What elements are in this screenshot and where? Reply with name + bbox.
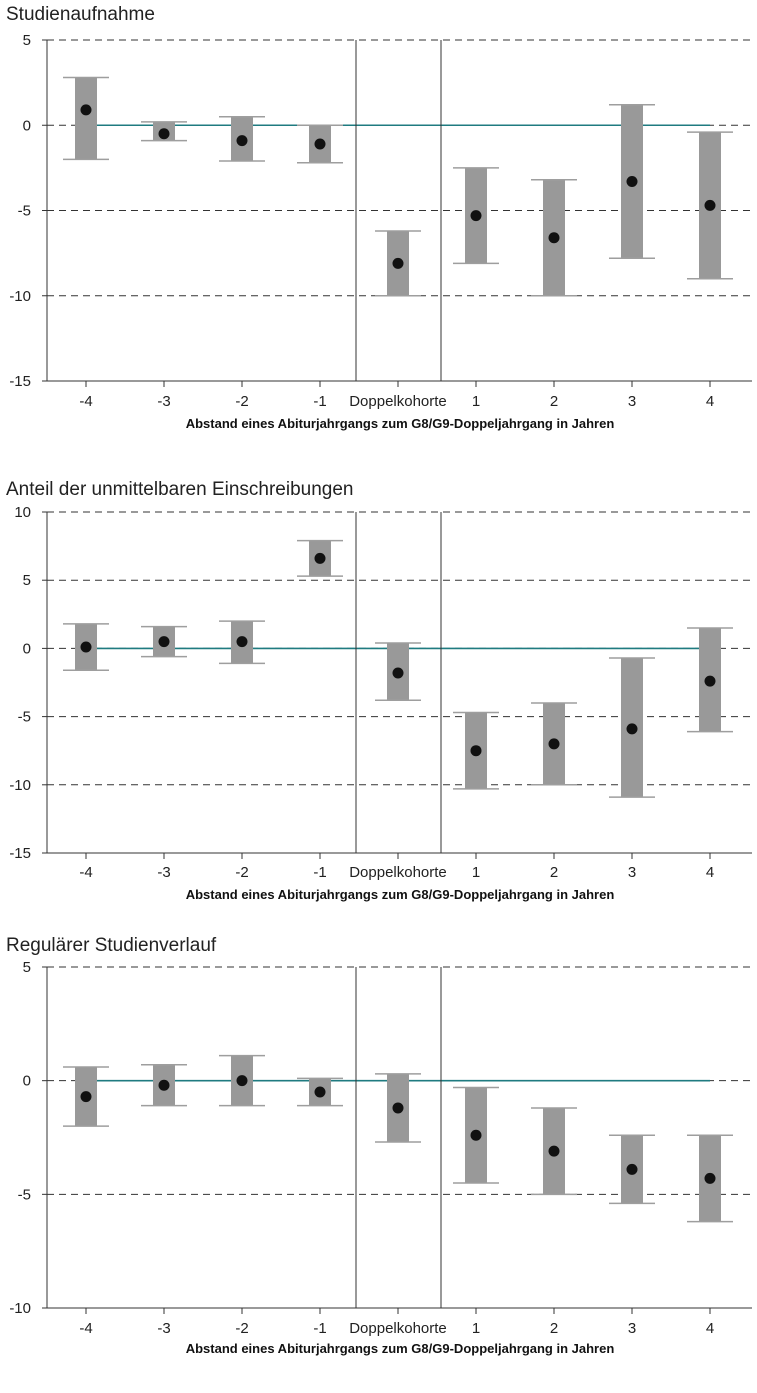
x-tick-label: -2 (235, 393, 248, 410)
point-estimate (548, 738, 560, 750)
x-tick-label: 2 (550, 1320, 558, 1337)
point-estimate (548, 232, 560, 244)
x-tick-label: -2 (235, 1320, 248, 1337)
x-tick-label: -4 (79, 393, 92, 410)
x-tick-label: -3 (157, 864, 170, 881)
point-estimate (314, 1086, 326, 1098)
point-estimate (704, 1172, 716, 1184)
point-estimate (392, 257, 404, 269)
y-tick-label: 5 (23, 959, 31, 976)
x-tick-label: 1 (472, 1320, 480, 1337)
point-estimate (236, 1075, 248, 1087)
y-tick-label: 0 (23, 1073, 31, 1090)
point-estimate (80, 1091, 92, 1103)
point-estimate (158, 636, 170, 648)
chart-panel-studienverlauf: Regulärer Studienverlauf 5 0 -5 -10 -4 -3 -2 -1… (0, 935, 757, 1393)
point-estimate (392, 667, 404, 679)
point-estimate (236, 636, 248, 648)
x-tick-label: 4 (706, 864, 714, 881)
point-estimate (626, 176, 638, 188)
x-tick-label: 3 (628, 864, 636, 881)
y-tick-label: 0 (23, 117, 31, 134)
y-tick-label: -5 (18, 1186, 31, 1203)
x-tick-label: -2 (235, 864, 248, 881)
chart-title: Studienaufnahme (6, 4, 155, 25)
y-tick-label: -15 (9, 845, 31, 862)
point-estimate (80, 104, 92, 116)
x-tick-label: -4 (79, 864, 92, 881)
y-tick-label: 5 (23, 572, 31, 589)
point-estimate (626, 723, 638, 735)
y-tick-label: 10 (14, 504, 31, 521)
point-estimate (158, 128, 170, 140)
y-tick-label: -15 (9, 373, 31, 390)
point-estimate (470, 210, 482, 222)
point-estimate (704, 199, 716, 211)
point-estimate (314, 138, 326, 150)
y-tick-label: -5 (18, 203, 31, 220)
x-tick-label: Doppelkohorte (349, 393, 447, 410)
x-tick-label: 3 (628, 393, 636, 410)
point-estimate (470, 1129, 482, 1141)
x-tick-label: 2 (550, 864, 558, 881)
y-tick-label: -5 (18, 709, 31, 726)
point-estimate (80, 641, 92, 653)
x-tick-label: Doppelkohorte (349, 1320, 447, 1337)
point-estimate (704, 675, 716, 687)
x-tick-label: 1 (472, 864, 480, 881)
y-tick-label: -10 (9, 777, 31, 794)
chart-panel-studienaufnahme: Studienaufnahme 5 0 -5 -10 -15 -4 -3 -2 -1 Doppel… (0, 4, 757, 464)
point-estimate (470, 745, 482, 757)
x-tick-label: -1 (313, 393, 326, 410)
x-axis-label: Abstand eines Abiturjahrgangs zum G8/G9-… (186, 887, 615, 902)
point-estimate (236, 135, 248, 147)
point-estimate (548, 1145, 560, 1157)
y-tick-label: 0 (23, 640, 31, 657)
x-tick-label: -3 (157, 393, 170, 410)
x-axis-label: Abstand eines Abiturjahrgangs zum G8/G9-… (186, 416, 615, 431)
chart-svg-studienaufnahme: 5 0 -5 -10 -15 -4 -3 -2 -1 Doppelkohorte 1 2 3 4 Absta… (9, 32, 752, 431)
x-tick-label: 1 (472, 393, 480, 410)
chart-title: Anteil der unmittelbaren Einschreibungen (6, 479, 354, 500)
chart-panel-einschreibungen: Anteil der unmittelbaren Einschreibungen… (0, 479, 757, 939)
x-tick-label: Doppelkohorte (349, 864, 447, 881)
chart-svg-studienverlauf: 5 0 -5 -10 -4 -3 -2 -1 Doppelkohorte 1 2 3 4 Abstand … (9, 959, 752, 1356)
y-tick-label: 5 (23, 32, 31, 49)
y-tick-label: -10 (9, 1300, 31, 1317)
chart-svg-einschreibungen: 10 5 0 -5 -10 -15 -4 -3 -2 -1 Doppelkohorte 1 2 3 4 Abs… (9, 504, 752, 902)
point-estimate (626, 1163, 638, 1175)
ci-bar (75, 77, 97, 160)
y-tick-label: -10 (9, 288, 31, 305)
chart-title: Regulärer Studienverlauf (6, 935, 217, 956)
x-axis-label: Abstand eines Abiturjahrgangs zum G8/G9-… (186, 1341, 615, 1356)
point-estimate (314, 552, 326, 564)
x-tick-label: 4 (706, 1320, 714, 1337)
x-tick-label: 3 (628, 1320, 636, 1337)
x-tick-label: 4 (706, 393, 714, 410)
x-tick-label: -1 (313, 1320, 326, 1337)
x-tick-label: -3 (157, 1320, 170, 1337)
x-tick-label: -1 (313, 864, 326, 881)
point-estimate (158, 1079, 170, 1091)
x-tick-label: -4 (79, 1320, 92, 1337)
point-estimate (392, 1102, 404, 1114)
x-tick-label: 2 (550, 393, 558, 410)
